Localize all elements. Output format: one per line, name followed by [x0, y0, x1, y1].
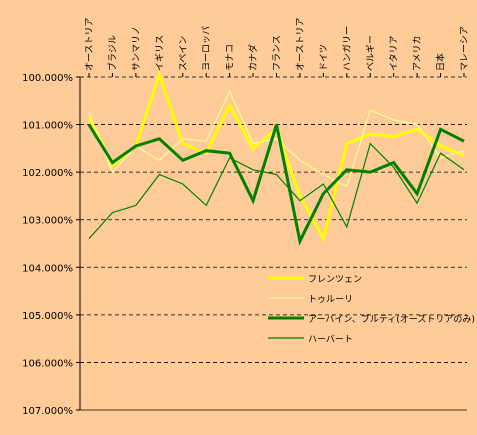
- y-axis: 100.000% 101.000% 102.000% 103.000% 104.000%…: [22, 73, 81, 417]
- series-line-3: [88, 142, 465, 240]
- y-tick-label: 101.000%: [22, 121, 73, 132]
- x-tick-label: オーストリア: [295, 17, 306, 71]
- y-tick-label: 107.000%: [22, 406, 73, 417]
- x-tick-label: ベルギー: [365, 35, 376, 71]
- x-tick-label: イタリア: [389, 35, 400, 71]
- x-tick-label: フランス: [272, 35, 283, 71]
- x-tick-label: ヨーロッパ: [201, 26, 212, 71]
- series-line-2: [87, 123, 465, 246]
- y-tick-label: 106.000%: [22, 358, 73, 369]
- x-tick-label: モナコ: [225, 44, 236, 71]
- legend-label: フレンツェン: [308, 275, 362, 285]
- x-axis: オーストリア ブラジル サンマリノ イギリス スペイン ヨーロッパ モナコ カナダ フランス オー…: [84, 17, 470, 77]
- y-tick-label: 104.000%: [22, 263, 73, 274]
- x-tick-label: ドイツ: [319, 44, 329, 71]
- x-tick-label: 日本: [435, 53, 447, 71]
- x-tick-label: マレーシア: [460, 26, 470, 71]
- legend-label: トゥルーリ: [308, 295, 353, 305]
- x-tick-label: アメリカ: [412, 35, 423, 71]
- legend-label: アーバイン、ブルティ(オーストリアのみ): [308, 313, 475, 325]
- y-tick-label: 100.000%: [22, 73, 73, 84]
- x-tick-label: サンマリノ: [131, 26, 142, 71]
- y-tick-label: 103.000%: [22, 216, 73, 227]
- series-line-1: [88, 89, 465, 188]
- x-tick-label: ブラジル: [106, 35, 118, 71]
- y-tick-label: 102.000%: [22, 168, 73, 179]
- y-tick-label: 105.000%: [22, 311, 73, 322]
- x-tick-label: カナダ: [247, 44, 259, 71]
- x-tick-label: ハンガリー: [342, 26, 353, 71]
- x-tick-label: イギリス: [154, 35, 165, 71]
- legend-label: ハーバート: [308, 334, 353, 345]
- x-tick-label: スペイン: [179, 36, 189, 71]
- x-tick-label: オーストリア: [84, 17, 95, 71]
- series-lines: [87, 69, 465, 246]
